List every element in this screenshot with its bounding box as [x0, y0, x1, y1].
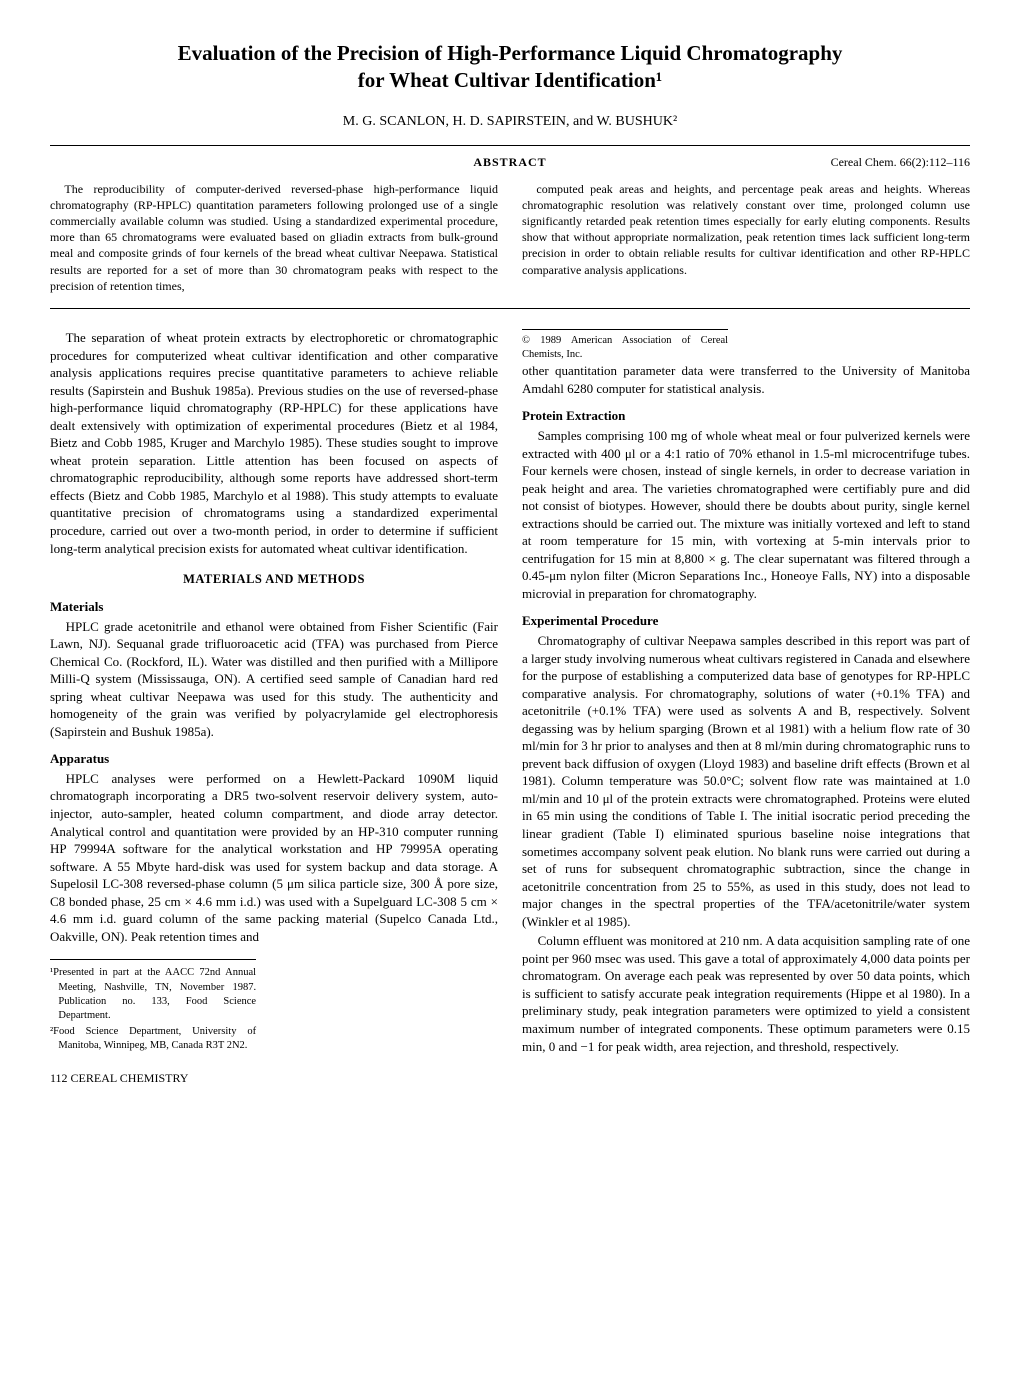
abstract-body: The reproducibility of computer-derived … [50, 181, 970, 294]
materials-paragraph: HPLC grade acetonitrile and ethanol were… [50, 618, 498, 741]
apparatus-paragraph: HPLC analyses were performed on a Hewlet… [50, 770, 498, 945]
divider-top [50, 145, 970, 146]
subsection-materials: Materials [50, 598, 498, 616]
title-line-1: Evaluation of the Precision of High-Perf… [178, 41, 843, 65]
article-body: The separation of wheat protein extracts… [50, 329, 970, 1058]
subsection-experimental-procedure: Experimental Procedure [522, 612, 970, 630]
intro-paragraph: The separation of wheat protein extracts… [50, 329, 498, 557]
abstract-para-1: The reproducibility of computer-derived … [50, 181, 498, 294]
footnote-2: ²Food Science Department, University of … [50, 1025, 256, 1053]
abstract-header-row: ABSTRACT Cereal Chem. 66(2):112–116 [50, 154, 970, 170]
subsection-protein-extraction: Protein Extraction [522, 407, 970, 425]
abstract-para-2: computed peak areas and heights, and per… [522, 181, 970, 278]
footnote-1: ¹Presented in part at the AACC 72nd Annu… [50, 966, 256, 1023]
title-line-2: for Wheat Cultivar Identification¹ [358, 68, 662, 92]
page-footer: 112 CEREAL CHEMISTRY [50, 1070, 970, 1086]
experimental-para-2: Column effluent was monitored at 210 nm.… [522, 932, 970, 1055]
abstract-label: ABSTRACT [473, 154, 546, 170]
section-materials-methods: MATERIALS AND METHODS [50, 571, 498, 588]
authors: M. G. SCANLON, H. D. SAPIRSTEIN, and W. … [50, 113, 970, 132]
divider-bottom [50, 308, 970, 309]
paper-title: Evaluation of the Precision of High-Perf… [50, 40, 970, 95]
protein-paragraph: Samples comprising 100 mg of whole wheat… [522, 427, 970, 602]
experimental-para-1: Chromatography of cultivar Neepawa sampl… [522, 632, 970, 930]
copyright: © 1989 American Association of Cereal Ch… [522, 329, 728, 362]
apparatus-continuation: other quantitation parameter data were t… [522, 362, 970, 397]
citation: Cereal Chem. 66(2):112–116 [547, 154, 970, 170]
subsection-apparatus: Apparatus [50, 750, 498, 768]
